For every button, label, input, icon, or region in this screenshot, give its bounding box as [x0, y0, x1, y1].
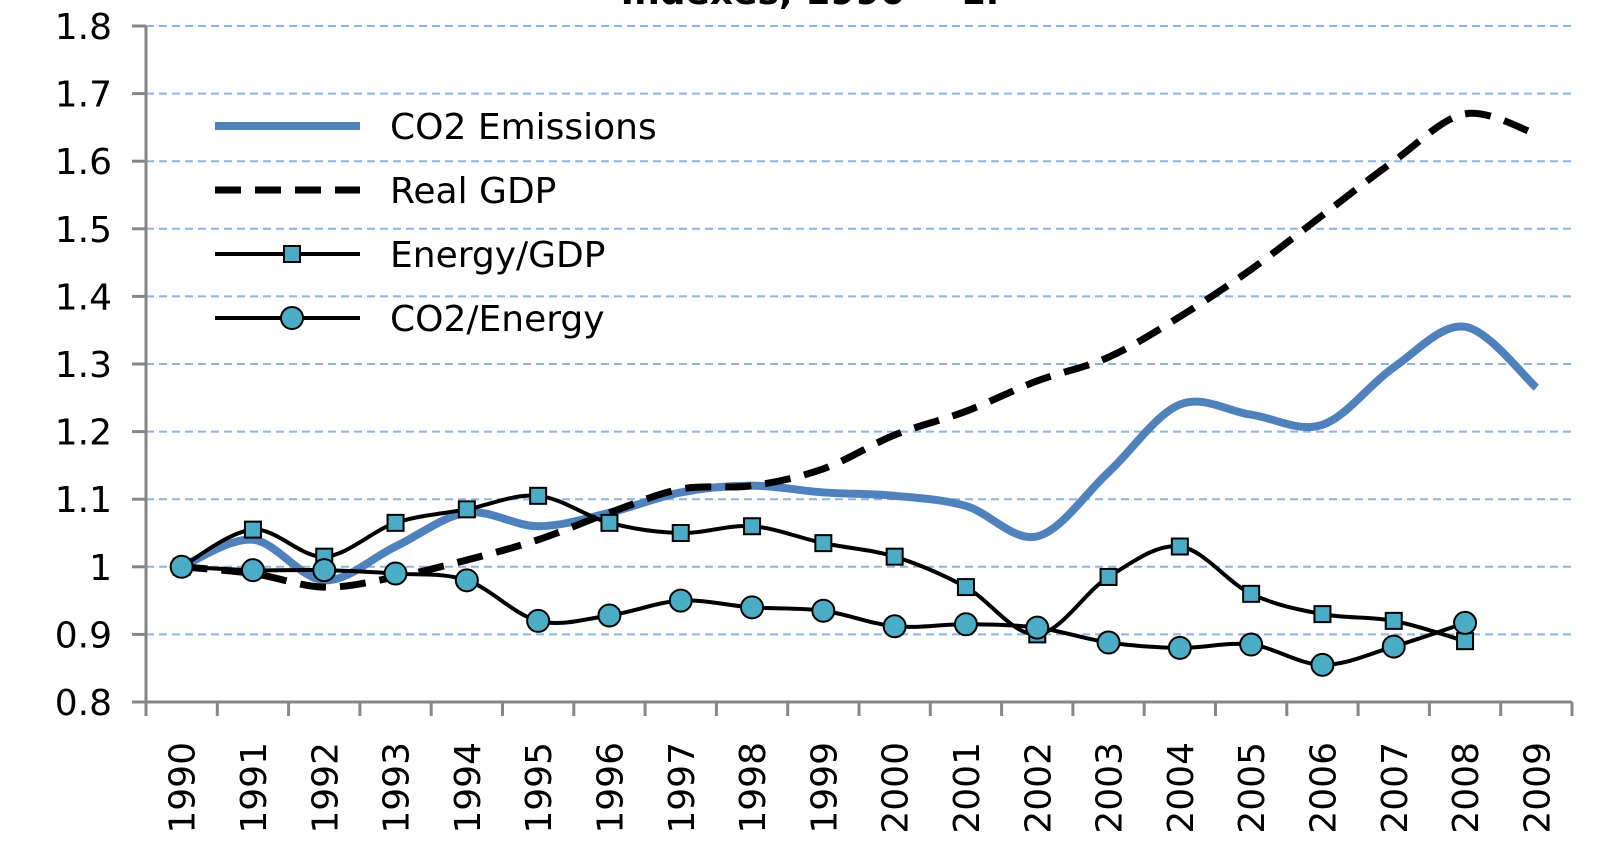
x-tick-label: 1993 [377, 742, 418, 834]
marker [1310, 652, 1335, 677]
marker [1313, 605, 1332, 624]
marker [597, 603, 622, 628]
chart-title: Indexes, 1990 = 1. [621, 0, 1000, 13]
x-tick-label: 1994 [448, 742, 489, 834]
x-tick-label: 1999 [804, 742, 845, 834]
marker [280, 306, 304, 330]
x-tick-label: 2001 [947, 742, 988, 834]
marker [743, 517, 762, 536]
x-tick-label: 2006 [1303, 742, 1344, 834]
x-tick-label: 2008 [1446, 742, 1487, 834]
marker [814, 534, 833, 553]
marker [740, 595, 765, 620]
x-tick-label: 2005 [1232, 742, 1273, 834]
y-tick-label: 1 [89, 548, 112, 589]
marker [1456, 632, 1475, 651]
x-tick-label: 2004 [1161, 742, 1202, 834]
x-tick-label: 1996 [590, 742, 631, 834]
legend-label: Real GDP [390, 171, 556, 212]
marker [457, 500, 476, 519]
x-tick-label: 2007 [1375, 742, 1416, 834]
y-tick-label: 1.3 [55, 345, 112, 386]
marker [1025, 615, 1050, 640]
marker [1099, 567, 1118, 586]
marker [312, 558, 337, 583]
x-tick-label: 1991 [234, 742, 275, 834]
y-tick-label: 1.1 [55, 480, 112, 521]
marker [671, 524, 690, 542]
marker [668, 588, 693, 613]
y-tick-label: 0.8 [55, 683, 112, 724]
x-tick-label: 1992 [305, 742, 346, 834]
marker [454, 568, 479, 593]
marker [882, 614, 907, 639]
x-tick-label: 1990 [163, 742, 204, 834]
marker [386, 513, 405, 532]
x-tick-label: 2009 [1517, 742, 1558, 834]
x-tick-label: 1997 [662, 742, 703, 834]
y-tick-label: 1.6 [55, 142, 112, 183]
marker [1239, 632, 1264, 657]
marker [1096, 630, 1121, 655]
marker [1170, 537, 1189, 556]
x-tick-label: 2003 [1090, 742, 1131, 834]
marker [1167, 635, 1192, 660]
y-tick-label: 1.8 [55, 7, 112, 48]
y-tick-label: 1.4 [55, 277, 112, 318]
marker [529, 486, 548, 505]
marker [1453, 610, 1478, 635]
marker [240, 558, 265, 583]
marker [953, 612, 978, 637]
y-tick-label: 1.2 [55, 413, 112, 454]
legend-label: Energy/GDP [390, 235, 606, 276]
marker [283, 245, 301, 263]
y-tick-label: 1.5 [55, 210, 112, 251]
marker [1384, 611, 1403, 630]
marker [885, 547, 904, 566]
x-tick-label: 2002 [1018, 742, 1059, 834]
legend-label: CO2/Energy [390, 299, 605, 340]
x-tick-label: 1995 [519, 742, 560, 834]
marker [243, 520, 262, 539]
marker [1381, 634, 1406, 659]
marker [600, 513, 619, 532]
marker [169, 554, 194, 579]
x-tick-label: 1998 [733, 742, 774, 834]
marker [956, 578, 975, 597]
x-tick-label: 2000 [876, 742, 917, 834]
series-line [181, 109, 1538, 591]
legend-label: CO2 Emissions [390, 107, 657, 148]
marker [383, 561, 408, 586]
series-line [180, 322, 1540, 585]
y-tick-label: 0.9 [55, 615, 112, 656]
marker [811, 598, 836, 623]
y-tick-label: 1.7 [55, 75, 112, 116]
marker [1242, 584, 1261, 603]
marker [526, 608, 551, 633]
